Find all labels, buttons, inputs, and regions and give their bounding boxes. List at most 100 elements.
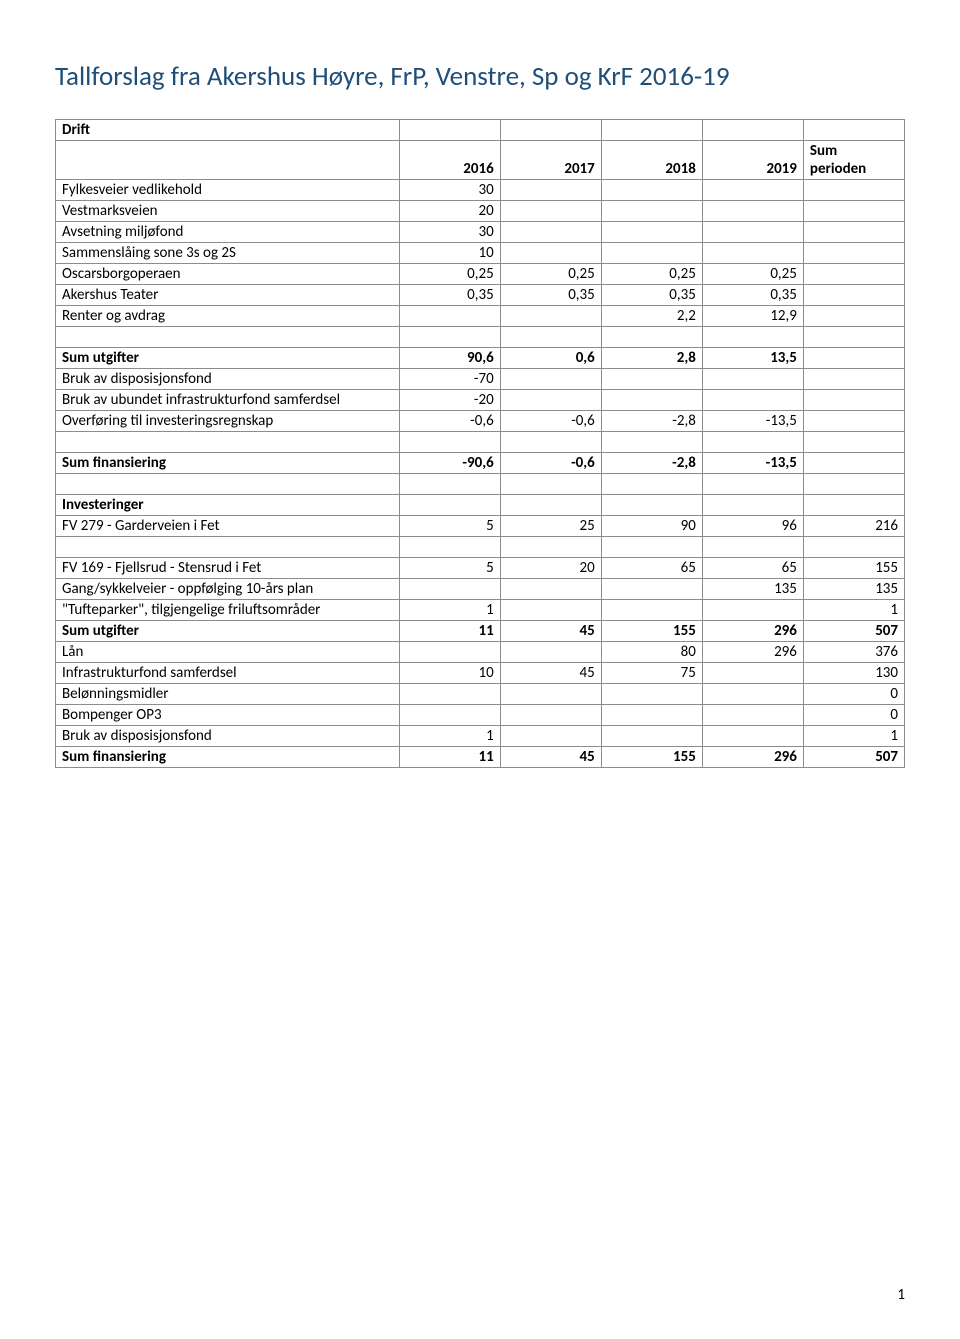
cell-value — [803, 432, 904, 453]
table-row — [56, 432, 905, 453]
cell-value — [803, 243, 904, 264]
cell-value — [500, 600, 601, 621]
budget-table: Drift2016201720182019SumperiodenFylkesve… — [55, 119, 905, 768]
row-label: Sum utgifter — [56, 621, 400, 642]
row-label: Avsetning miljøfond — [56, 222, 400, 243]
cell-value — [601, 579, 702, 600]
cell-value — [500, 537, 601, 558]
cell-value — [702, 495, 803, 516]
cell-value — [702, 684, 803, 705]
cell-value: 135 — [803, 579, 904, 600]
cell-value — [803, 474, 904, 495]
table-row — [56, 474, 905, 495]
cell-value — [702, 180, 803, 201]
cell-value: 10 — [399, 243, 500, 264]
row-label: Oscarsborgoperaen — [56, 264, 400, 285]
cell-value: 0,35 — [601, 285, 702, 306]
row-label: Bruk av ubundet infrastrukturfond samfer… — [56, 390, 400, 411]
cell-value — [601, 201, 702, 222]
cell-value — [601, 432, 702, 453]
cell-value — [500, 495, 601, 516]
cell-value: 0,25 — [399, 264, 500, 285]
cell-value — [702, 369, 803, 390]
cell-value: 11 — [399, 621, 500, 642]
cell-value — [601, 600, 702, 621]
cell-value: 0,25 — [601, 264, 702, 285]
cell-value: 155 — [803, 558, 904, 579]
cell-value — [803, 453, 904, 474]
cell-value: -90,6 — [399, 453, 500, 474]
row-label: Renter og avdrag — [56, 306, 400, 327]
cell-value — [702, 201, 803, 222]
cell-value — [500, 180, 601, 201]
cell-value: 155 — [601, 621, 702, 642]
cell-value — [601, 726, 702, 747]
table-row: Lån80296376 — [56, 642, 905, 663]
cell-value — [601, 495, 702, 516]
cell-value: 30 — [399, 222, 500, 243]
cell-value: 45 — [500, 621, 601, 642]
cell-value — [399, 432, 500, 453]
cell-value — [702, 663, 803, 684]
table-row: "Tufteparker", tilgjengelige friluftsomr… — [56, 600, 905, 621]
table-row: Bruk av disposisjonsfond11 — [56, 726, 905, 747]
cell-value — [803, 180, 904, 201]
cell-value: 216 — [803, 516, 904, 537]
cell-value — [601, 222, 702, 243]
cell-value: -20 — [399, 390, 500, 411]
cell-value — [399, 579, 500, 600]
cell-value: -70 — [399, 369, 500, 390]
row-label: Sum utgifter — [56, 348, 400, 369]
column-header: 2018 — [601, 141, 702, 180]
cell-value — [803, 537, 904, 558]
cell-value: 0,25 — [702, 264, 803, 285]
table-row: Renter og avdrag2,212,9 — [56, 306, 905, 327]
row-label: Belønningsmidler — [56, 684, 400, 705]
cell-value: 5 — [399, 516, 500, 537]
cell-value — [702, 726, 803, 747]
cell-value: 20 — [500, 558, 601, 579]
cell-value — [500, 222, 601, 243]
table-row: Sum utgifter90,60,62,813,5 — [56, 348, 905, 369]
cell-value: 1 — [803, 726, 904, 747]
cell-value — [399, 306, 500, 327]
cell-value — [601, 327, 702, 348]
cell-value: 296 — [702, 642, 803, 663]
cell-value — [500, 243, 601, 264]
cell-value: 75 — [601, 663, 702, 684]
cell-value — [803, 222, 904, 243]
table-row: Sum finansiering1145155296507 — [56, 747, 905, 768]
table-row: Fylkesveier vedlikehold30 — [56, 180, 905, 201]
cell-value — [601, 474, 702, 495]
cell-value: 0,35 — [702, 285, 803, 306]
cell-value — [500, 201, 601, 222]
cell-value: 45 — [500, 663, 601, 684]
row-label: FV 279 - Garderveien i Fet — [56, 516, 400, 537]
cell-value — [803, 306, 904, 327]
column-header: 2017 — [500, 141, 601, 180]
row-label: Akershus Teater — [56, 285, 400, 306]
cell-value — [601, 390, 702, 411]
cell-value — [702, 705, 803, 726]
row-label: Sum finansiering — [56, 453, 400, 474]
cell-value: -13,5 — [702, 453, 803, 474]
cell-value — [702, 120, 803, 141]
cell-value — [399, 474, 500, 495]
row-label: Gang/sykkelveier - oppfølging 10-års pla… — [56, 579, 400, 600]
cell-value — [500, 642, 601, 663]
cell-value — [803, 390, 904, 411]
cell-value: 0,25 — [500, 264, 601, 285]
cell-value — [399, 642, 500, 663]
cell-value: -13,5 — [702, 411, 803, 432]
row-label — [56, 327, 400, 348]
cell-value — [702, 390, 803, 411]
row-label — [56, 432, 400, 453]
cell-value: 376 — [803, 642, 904, 663]
row-label: Lån — [56, 642, 400, 663]
table-row: Sum utgifter1145155296507 — [56, 621, 905, 642]
page-number: 1 — [897, 1286, 905, 1304]
table-row — [56, 537, 905, 558]
cell-value — [601, 684, 702, 705]
cell-value — [500, 306, 601, 327]
cell-value — [500, 120, 601, 141]
